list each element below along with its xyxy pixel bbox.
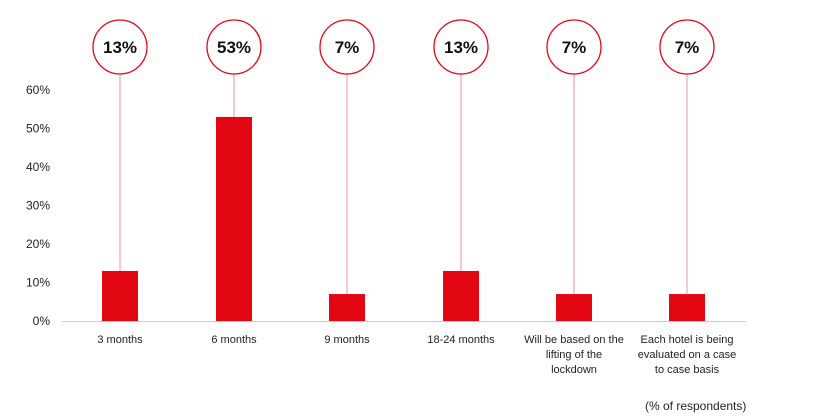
x-tick-label-line: Will be based on the: [524, 334, 624, 346]
x-tick-label: Each hotel is being evaluated on a case to…: [638, 334, 736, 376]
y-tick-label: 60%: [26, 83, 50, 97]
x-tick-label-line: 18-24 months: [427, 334, 495, 346]
x-tick-label: 18-24 months: [427, 334, 495, 346]
bar: [556, 294, 592, 321]
y-tick-label: 50%: [26, 122, 50, 136]
value-bubble: [546, 19, 602, 75]
y-tick-label: 10%: [26, 276, 50, 290]
x-tick-label-line: 9 months: [324, 334, 370, 346]
x-tick-label-line: evaluated on a case: [638, 349, 736, 361]
data-label: 13%: [444, 38, 478, 57]
data-label: 7%: [335, 38, 360, 57]
footnote: (% of respondents): [645, 399, 747, 413]
x-tick-label: 3 months: [97, 334, 143, 346]
data-label: 13%: [103, 38, 137, 57]
x-tick-label-line: Each hotel is being: [641, 334, 734, 346]
y-tick-label: 30%: [26, 199, 50, 213]
data-label: 7%: [562, 38, 587, 57]
x-tick-label: Will be based on the lifting of the lockdo…: [524, 334, 624, 376]
y-tick-label: 0%: [33, 314, 51, 328]
bar: [443, 270, 479, 321]
y-tick-label: 40%: [26, 160, 50, 174]
bar: [669, 294, 705, 321]
bar: [329, 294, 365, 321]
value-bubble: [319, 19, 375, 75]
value-bubble: [206, 19, 262, 75]
x-tick-label-line: 6 months: [211, 334, 257, 346]
x-tick-label: 6 months: [211, 334, 257, 346]
bar: [216, 116, 252, 321]
bar: [102, 270, 138, 321]
value-bubble: [659, 19, 715, 75]
value-bubble: [433, 19, 489, 75]
x-tick-label-line: lifting of the: [546, 349, 602, 361]
data-label: 7%: [675, 38, 700, 57]
x-tick-label-line: to case basis: [655, 364, 720, 376]
x-tick-label-line: lockdown: [551, 364, 597, 376]
data-label: 53%: [217, 38, 251, 57]
y-tick-label: 20%: [26, 237, 50, 251]
value-bubble: [92, 19, 148, 75]
x-tick-label-line: 3 months: [97, 334, 143, 346]
x-tick-label: 9 months: [324, 334, 370, 346]
